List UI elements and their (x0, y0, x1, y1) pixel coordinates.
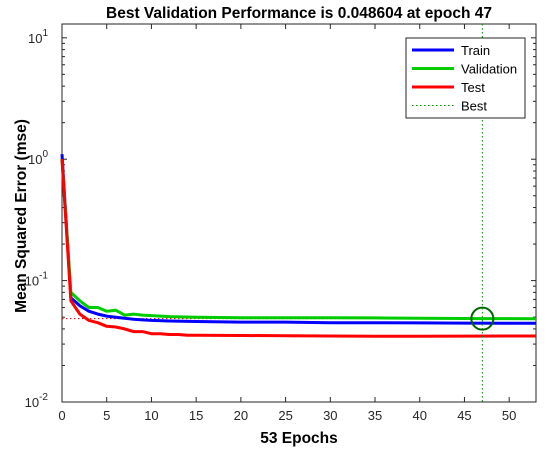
y-tick-label: 10-1 (25, 271, 49, 289)
y-tick-label: 101 (28, 28, 48, 46)
series-line-validation (60, 159, 537, 321)
x-tick-label: 25 (278, 408, 292, 423)
legend-label: Validation (461, 62, 517, 77)
x-tick-label: 0 (58, 408, 65, 423)
series-line-test (60, 159, 536, 338)
y-tick-label: 100 (28, 149, 48, 167)
x-tick-label: 5 (103, 408, 110, 423)
x-tick-label: 15 (189, 408, 203, 423)
legend-label: Train (461, 43, 490, 58)
x-tick-label: 20 (234, 408, 248, 423)
x-tick-label: 45 (457, 408, 471, 423)
x-tick-label: 10 (144, 408, 158, 423)
series-line-train (60, 154, 537, 325)
chart-title: Best Validation Performance is 0.048604 … (106, 5, 492, 22)
y-tick-label: 10-2 (25, 392, 49, 410)
x-tick-label: 50 (502, 408, 516, 423)
best-marker (470, 306, 495, 331)
x-tick-label: 40 (413, 408, 427, 423)
x-tick-label: 30 (323, 408, 337, 423)
x-axis-label: 53 Epochs (260, 430, 338, 447)
x-tick-label: 35 (368, 408, 382, 423)
legend-label: Best (461, 99, 487, 114)
legend-label: Test (461, 80, 485, 95)
